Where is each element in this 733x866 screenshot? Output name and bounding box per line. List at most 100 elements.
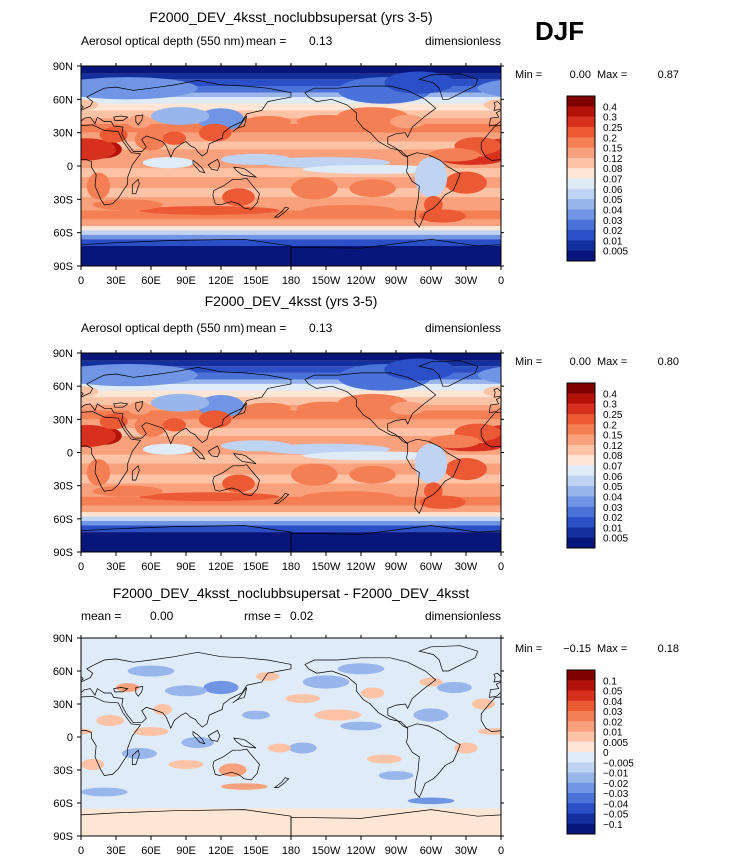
field-band: [81, 86, 501, 93]
stat-value: 0.02: [290, 609, 314, 623]
stat-label: mean =: [81, 609, 121, 623]
field-feature: [436, 682, 472, 693]
colorbar-label: 0.02: [603, 226, 623, 237]
field-band: [81, 123, 501, 133]
field-feature: [501, 759, 524, 770]
colorbar-swatch: [567, 680, 595, 691]
field-feature: [139, 206, 280, 215]
y-tick-label: 30S: [53, 481, 73, 493]
y-tick-label: 60S: [53, 798, 73, 810]
stat-label: rmse =: [244, 609, 281, 623]
coastline: [418, 360, 479, 387]
field-feature: [302, 164, 443, 174]
colorbar-swatch: [567, 506, 595, 518]
field-feature: [244, 116, 291, 128]
min-label: Min =: [515, 356, 542, 368]
x-tick-label: 120W: [347, 275, 376, 287]
field-feature: [390, 401, 426, 415]
colorbar-label: 0.25: [603, 123, 623, 134]
field-band: [81, 239, 501, 246]
coastline: [192, 159, 206, 174]
field-feature: [445, 171, 487, 194]
map-field: [81, 66, 501, 266]
field-feature: [218, 763, 247, 777]
coastline: [81, 238, 292, 266]
coastline: [81, 367, 292, 445]
y-tick-label: 90S: [53, 261, 73, 273]
x-tick-label: 120W: [347, 561, 376, 573]
field-feature: [133, 727, 169, 736]
field-feature: [454, 742, 478, 754]
y-tick-label: 30S: [53, 765, 73, 777]
field-feature: [81, 364, 198, 387]
coastline: [81, 651, 292, 730]
x-tick-label: 0: [78, 275, 84, 287]
field-feature: [127, 665, 175, 677]
colorbar-swatch: [567, 670, 595, 681]
coastline: [81, 80, 292, 158]
field-feature: [291, 463, 338, 486]
field-feature: [384, 358, 455, 381]
colorbar-swatch: [567, 178, 595, 190]
colorbar-swatch: [567, 793, 595, 804]
colorbar-label: 0.08: [603, 451, 623, 462]
field-band: [81, 168, 501, 178]
inland-sea: [135, 685, 144, 697]
inland-sea: [135, 401, 144, 413]
colorbar-label: 0.1: [603, 676, 617, 687]
colorbar-label: 0.04: [603, 205, 623, 216]
field-feature: [221, 440, 291, 452]
field-feature: [81, 386, 99, 398]
colorbar-label: 0.05: [603, 195, 623, 206]
field-feature: [151, 107, 210, 125]
field-band: [81, 103, 501, 111]
coastline: [212, 177, 260, 210]
colorbar-label: 0.05: [603, 482, 623, 493]
x-tick-label: 90W: [385, 561, 408, 573]
x-tick-label: 0: [498, 561, 504, 573]
coastline: [418, 645, 479, 672]
field-band: [81, 454, 501, 464]
colorbar-swatch: [567, 517, 595, 528]
colorbar-swatch: [567, 383, 595, 394]
field-feature: [428, 434, 481, 449]
field-feature: [349, 465, 396, 484]
x-tick-label: 120E: [208, 561, 234, 573]
field-band: [81, 638, 501, 666]
coastline: [406, 723, 461, 799]
colorbar-label: 0.02: [603, 513, 623, 524]
x-tick-label: 30W: [455, 845, 478, 857]
y-tick-label: 60N: [53, 666, 73, 678]
inland-sea: [135, 114, 144, 126]
coastline: [232, 687, 248, 704]
coastline: [488, 681, 501, 698]
chart-panel-3: F2000_DEV_4ksst_noclubbsupersat - F2000_…: [53, 585, 679, 857]
colorbar-swatch: [567, 116, 595, 128]
field-feature: [419, 677, 443, 687]
field-feature: [296, 114, 356, 129]
field-feature: [81, 728, 93, 735]
field-feature: [340, 721, 382, 731]
x-tick-label: 60E: [141, 561, 161, 573]
field-feature: [181, 737, 215, 748]
coastline: [233, 737, 257, 749]
variable-label: Aerosol optical depth (550 nm): [81, 321, 244, 335]
field-band: [81, 428, 501, 436]
x-tick-label: 30E: [106, 845, 126, 857]
x-tick-label: 180: [282, 561, 300, 573]
y-tick-label: 30N: [53, 414, 73, 426]
field-feature: [203, 680, 239, 695]
colorbar-label: 0.01: [603, 728, 623, 739]
chart-panel-1: F2000_DEV_4ksst_noclubbsupersat (yrs 3-5…: [53, 9, 679, 287]
field-feature: [142, 443, 195, 455]
field-feature: [419, 495, 466, 509]
field-feature: [153, 704, 173, 715]
y-tick-label: 60S: [53, 228, 73, 240]
field-band: [81, 404, 501, 411]
x-tick-label: 30E: [106, 561, 126, 573]
field-band: [81, 360, 501, 367]
colorbar-label: 0.03: [603, 707, 623, 718]
stat-value: 0.13: [309, 34, 333, 48]
colorbar-label: 0.005: [603, 738, 628, 749]
field-band: [81, 226, 501, 231]
